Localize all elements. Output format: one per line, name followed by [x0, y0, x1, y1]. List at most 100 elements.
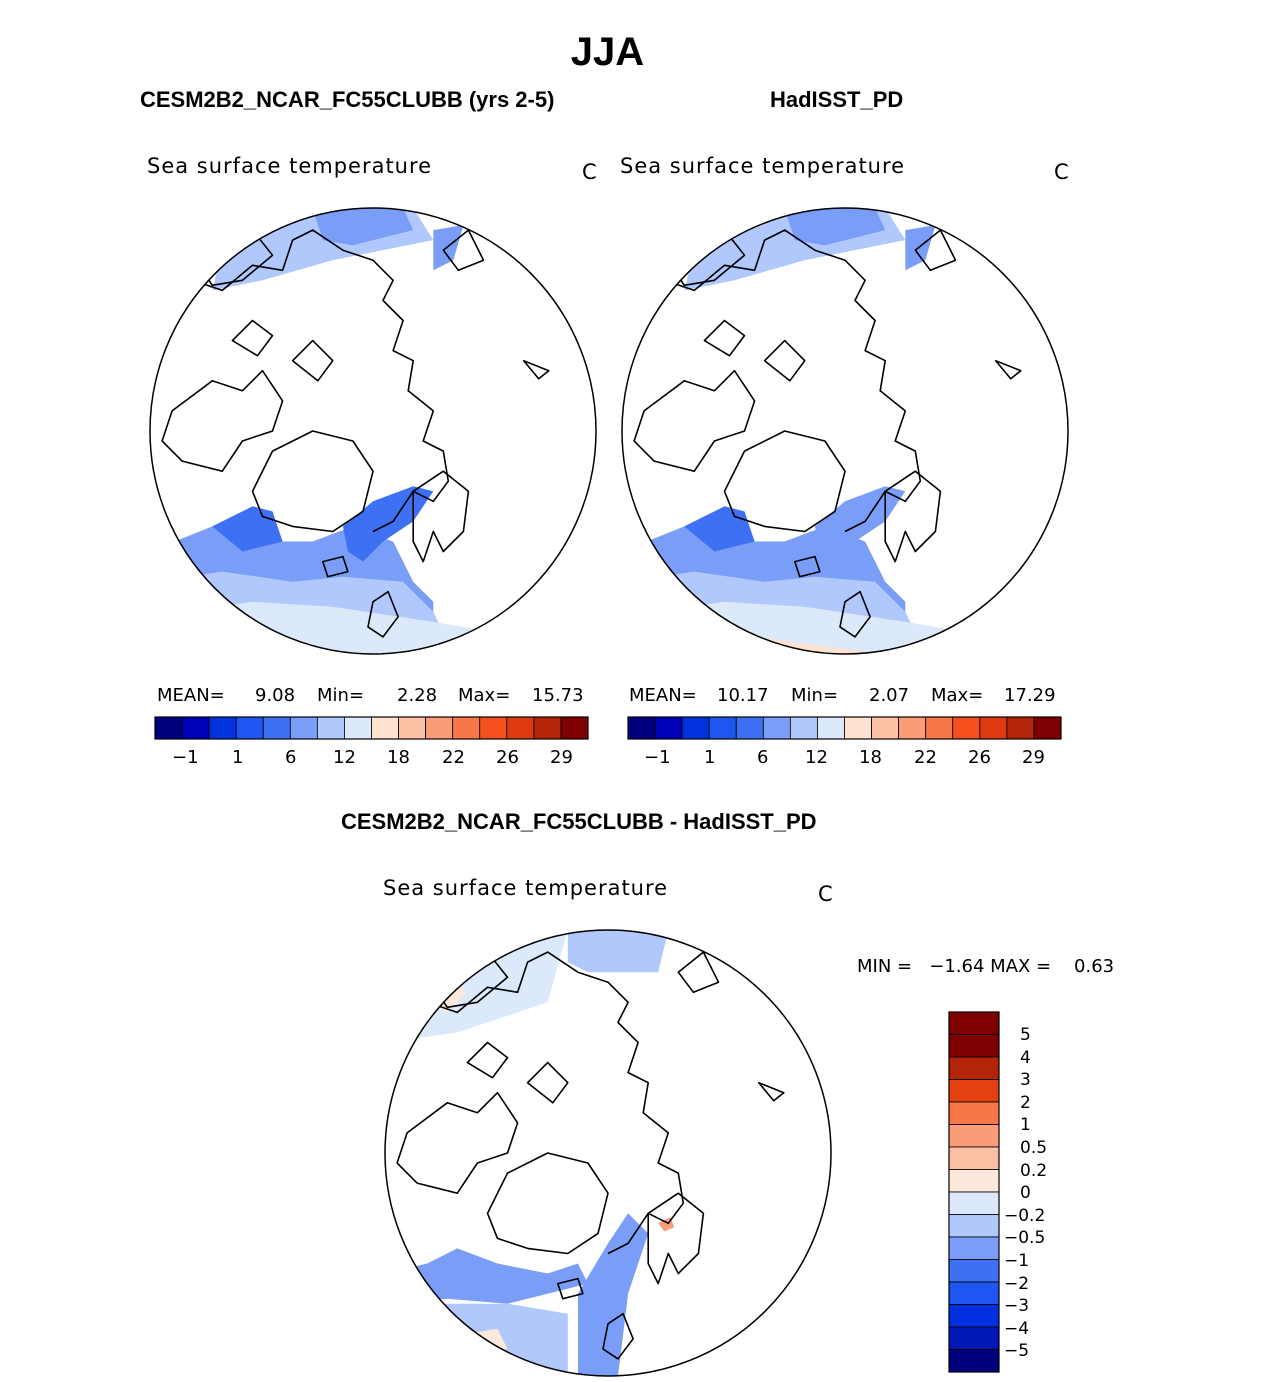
panel-2-tick: 6: [757, 747, 769, 768]
ocean-band: [385, 1248, 588, 1304]
coastline: [322, 555, 349, 578]
colorbar-swatch: [925, 716, 954, 740]
coastline: [647, 1192, 705, 1285]
coastline: [442, 229, 485, 272]
panel-1-mean-label: MEAN=: [157, 685, 225, 706]
ocean-band: [567, 930, 669, 973]
colorbar-frame: [948, 1011, 1000, 1373]
panel-2-variable-label: Sea surface temperature: [620, 154, 906, 178]
panel-2-mean-label: MEAN=: [629, 685, 697, 706]
panel-1-tick: 18: [387, 747, 410, 768]
colorbar-swatch: [654, 716, 683, 740]
panel-1-mean-value: 9.08: [255, 685, 296, 706]
coastline: [466, 1041, 509, 1079]
ocean-band: [433, 225, 464, 271]
colorbar-swatch: [948, 1124, 1000, 1148]
difference-colorbar-label: −2: [1004, 1273, 1030, 1294]
panel-2-units-label: C: [1054, 160, 1069, 184]
map-border: [384, 929, 832, 1377]
colorbar-swatch: [948, 1056, 1000, 1080]
coastline: [150, 229, 450, 533]
ocean-band: [312, 208, 414, 246]
colorbar-swatch: [371, 716, 399, 740]
colorbar-swatch: [479, 716, 508, 740]
difference-colorbar-label: 2: [1020, 1092, 1031, 1113]
polar-map-2: [384, 929, 832, 1377]
map-border: [149, 207, 597, 655]
colorbar-swatch: [735, 716, 764, 740]
colorbar-swatch: [262, 716, 291, 740]
panel-2-tick: 18: [859, 747, 882, 768]
coastline: [633, 369, 756, 472]
colorbar-swatch: [844, 716, 872, 740]
colorbar-swatch: [948, 1236, 1000, 1260]
panel-2-mean-value: 10.17: [717, 685, 769, 706]
colorbar-swatch: [560, 716, 589, 740]
difference-colorbar-label: 0: [1020, 1183, 1031, 1204]
colorbar-swatch: [948, 1304, 1000, 1328]
difference-colorbar-label: 4: [1020, 1047, 1031, 1068]
colorbar-swatch: [948, 1214, 1000, 1238]
coastline: [367, 590, 399, 638]
polar-map-1: [621, 207, 1069, 655]
colorbar-swatch: [181, 716, 210, 740]
coastline: [622, 229, 922, 533]
panel-1-tick: −1: [172, 747, 199, 768]
colorbar-swatch: [948, 1259, 1000, 1283]
colorbar-swatch: [952, 716, 981, 740]
difference-colorbar-label: −0.2: [1004, 1205, 1046, 1226]
panel-1-variable-label: Sea surface temperature: [147, 154, 433, 178]
panel-1-units-label: C: [582, 160, 597, 184]
colorbar-swatch: [1006, 716, 1035, 740]
panel-2-min-value: 2.07: [869, 685, 910, 706]
panel-2-tick: 26: [968, 747, 991, 768]
coastline: [231, 319, 274, 357]
coastline: [251, 430, 374, 533]
colorbar-swatch: [708, 716, 737, 740]
panel-1-tick: 6: [285, 747, 297, 768]
coastline: [994, 359, 1022, 380]
difference-colorbar-label: −4: [1004, 1318, 1030, 1339]
coastline: [291, 339, 334, 382]
coastline: [557, 1277, 584, 1300]
colorbar-swatch: [789, 716, 818, 740]
difference-colorbar-label: −3: [1004, 1296, 1030, 1317]
colorbar-frame: [627, 716, 1062, 740]
panel-2-tick: 1: [704, 747, 716, 768]
difference-colorbar-label: 0.5: [1020, 1138, 1048, 1158]
colorbar-swatch: [533, 716, 562, 740]
difference-units-label: C: [818, 882, 833, 906]
colorbar-swatch: [898, 716, 927, 740]
coastline: [723, 430, 846, 533]
panel-2-min-label: Min=: [791, 685, 839, 706]
difference-colorbar: [948, 1011, 1000, 1373]
difference-variable-label: Sea surface temperature: [383, 876, 669, 900]
coastline: [763, 339, 806, 382]
colorbar-swatch: [948, 1191, 1000, 1215]
panel-1-tick: 22: [442, 747, 465, 768]
colorbar-swatch: [948, 1146, 1000, 1170]
coastline: [677, 951, 720, 994]
colorbar-swatch: [979, 716, 1008, 740]
coastline: [385, 951, 685, 1255]
difference-colorbar-label: 0.2: [1020, 1160, 1048, 1181]
coastline: [757, 1081, 785, 1102]
colorbar-swatch: [506, 716, 535, 740]
colorbar-swatch: [344, 716, 372, 740]
coastline: [602, 1312, 634, 1360]
coastline: [884, 470, 942, 563]
panel-1-min-value: 2.28: [397, 685, 438, 706]
difference-colorbar-label: −1: [1004, 1251, 1030, 1271]
colorbar-swatch: [681, 716, 710, 740]
colorbar-swatch: [817, 716, 845, 740]
colorbar-swatch: [316, 716, 345, 740]
coastline: [396, 1091, 519, 1194]
season-title: JJA: [570, 30, 645, 74]
colorbar-swatch: [425, 716, 454, 740]
colorbar-swatch: [948, 1281, 1000, 1305]
panel-2-tick: −1: [644, 747, 671, 768]
coastline: [839, 590, 871, 638]
difference-colorbar-label: −5: [1004, 1341, 1030, 1362]
panel-2-tick: 22: [914, 747, 937, 768]
